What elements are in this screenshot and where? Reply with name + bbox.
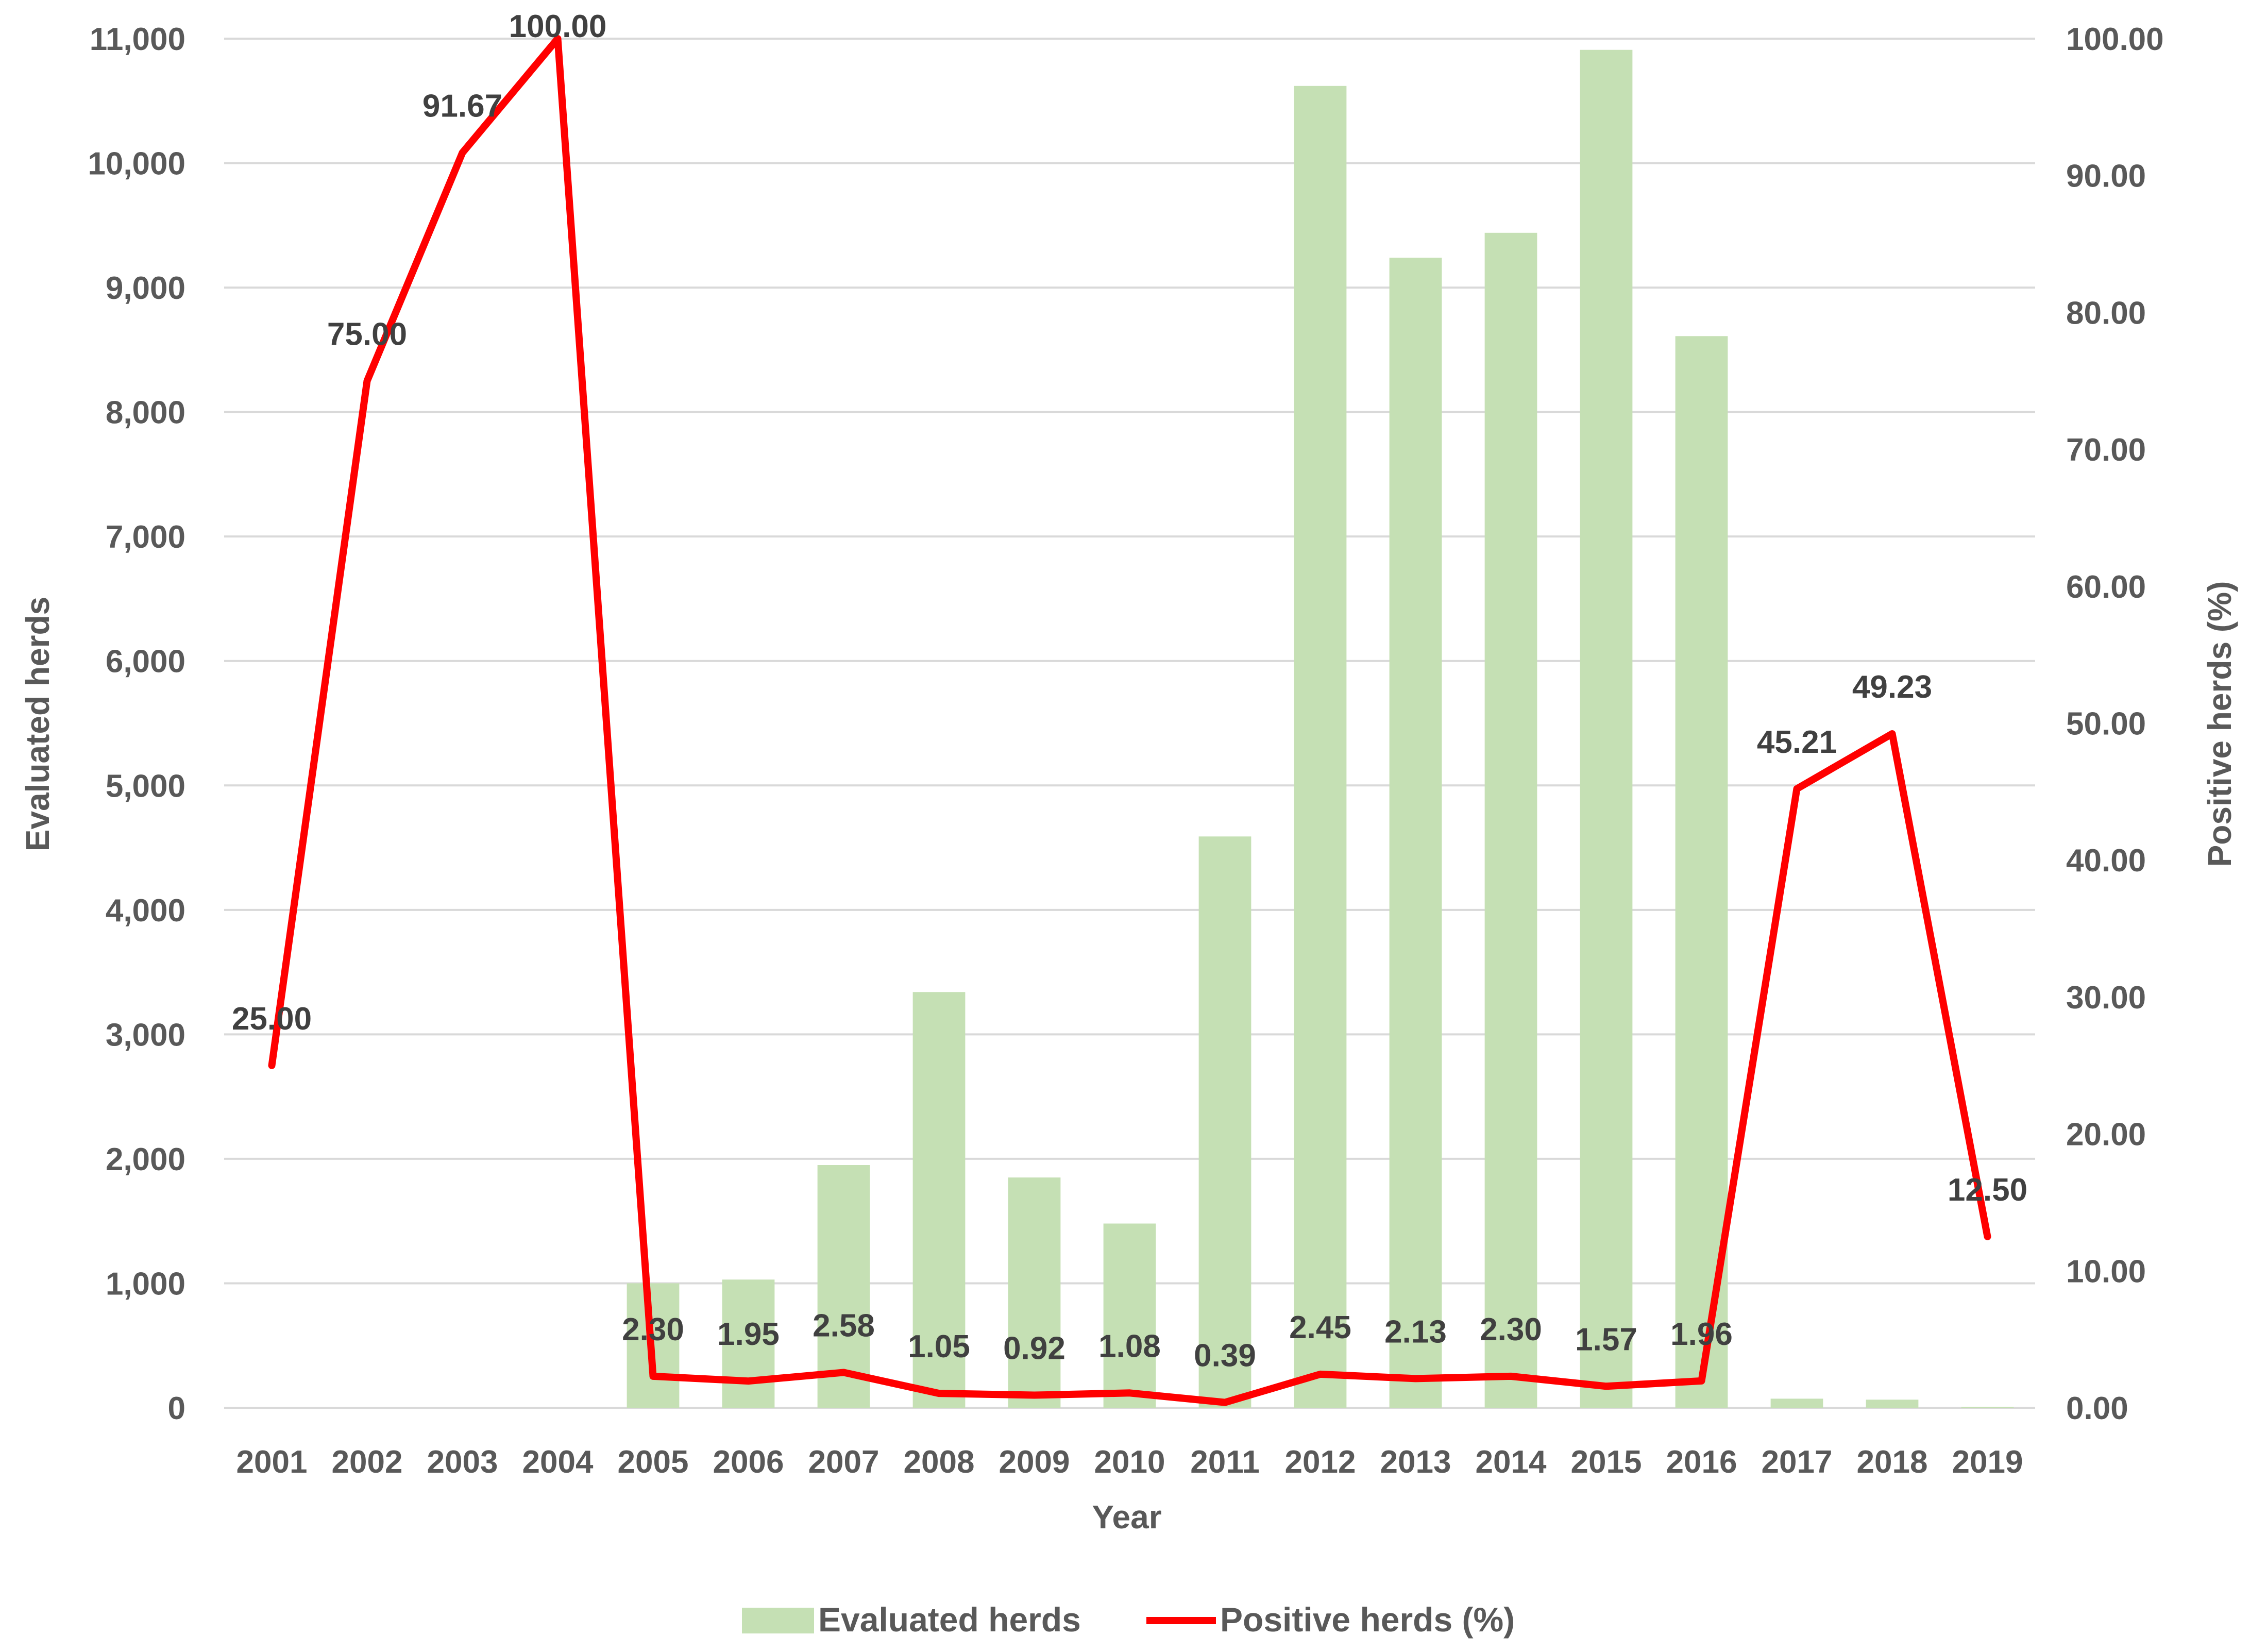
data-labels: 25.00 75.00 91.67 100.00 2.30 1.95 2.58 1.05 0.9…	[232, 9, 2027, 1374]
bar	[1198, 836, 1251, 1408]
data-label: 2.58	[813, 1308, 875, 1343]
x-tick-label: 2015	[1571, 1444, 1642, 1480]
y-left-tick-label: 2,000	[106, 1142, 185, 1177]
series-line	[268, 35, 1991, 1406]
y-right-tick-label: 100.00	[2066, 22, 2164, 57]
y-right-tick-label: 70.00	[2066, 432, 2146, 468]
y-right-tick-label: 50.00	[2066, 706, 2146, 742]
x-tick-label: 2018	[1857, 1444, 1928, 1480]
y-right-tick-label: 0.00	[2066, 1391, 2128, 1426]
y-left-tick-label: 8,000	[106, 395, 185, 431]
x-tick-label: 2013	[1380, 1444, 1451, 1480]
bar	[1580, 49, 1633, 1408]
bar	[1389, 258, 1442, 1408]
legend: Evaluated herds Positive herds (%)	[742, 1600, 1515, 1639]
data-label: 45.21	[1757, 724, 1837, 760]
bar-series-evaluated-herds	[627, 49, 2014, 1408]
x-tick-label: 2001	[236, 1444, 308, 1480]
y-right-tick-label: 20.00	[2066, 1117, 2146, 1153]
legend-label-positive-herds: Positive herds (%)	[1220, 1600, 1515, 1639]
x-tick-label: 2004	[522, 1444, 594, 1480]
data-label: 91.67	[422, 88, 502, 124]
x-tick-label: 2017	[1762, 1444, 1833, 1480]
x-tick-label: 2011	[1190, 1444, 1260, 1480]
data-label: 49.23	[1852, 669, 1932, 705]
x-tick-label: 2014	[1476, 1444, 1547, 1480]
x-tick-label: 2005	[618, 1444, 689, 1480]
y-left-tick-label: 3,000	[106, 1017, 185, 1053]
data-label: 0.39	[1194, 1338, 1256, 1374]
y-left-tick-label: 6,000	[106, 644, 185, 680]
x-tick-label: 2007	[808, 1444, 879, 1480]
y-left-tick-label: 5,000	[106, 768, 185, 804]
bar	[817, 1165, 870, 1408]
data-label: 2.13	[1384, 1314, 1447, 1350]
x-axis: 2001 2002 2003 2004 2005 2006 2007 2008 2009 2010…	[236, 1444, 2023, 1480]
bar	[1770, 1398, 1823, 1408]
data-label: 1.96	[1670, 1317, 1733, 1352]
bar	[1866, 1400, 1919, 1408]
legend-label-evaluated-herds: Evaluated herds	[818, 1600, 1081, 1639]
y-right-tick-label: 30.00	[2066, 980, 2146, 1016]
right-axis: 0.00 10.00 20.00 30.00 40.00 50.00 60.00 70.00 8…	[2066, 22, 2164, 1426]
bar	[912, 992, 966, 1408]
data-label: 1.08	[1098, 1328, 1161, 1364]
data-label: 1.05	[908, 1329, 970, 1364]
y-left-tick-label: 7,000	[106, 519, 185, 555]
data-label: 0.92	[1003, 1331, 1065, 1367]
right-axis-title: Positive herds (%)	[2201, 581, 2238, 867]
y-left-tick-label: 10,000	[88, 146, 185, 182]
x-tick-label: 2009	[999, 1444, 1070, 1480]
x-tick-label: 2010	[1094, 1444, 1165, 1480]
x-tick-label: 2003	[427, 1444, 498, 1480]
y-left-tick-label: 4,000	[106, 893, 185, 929]
y-right-tick-label: 80.00	[2066, 295, 2146, 331]
y-right-tick-label: 40.00	[2066, 843, 2146, 879]
y-left-tick-label: 11,000	[90, 22, 185, 57]
y-left-tick-label: 9,000	[106, 271, 185, 306]
bar	[1008, 1177, 1061, 1408]
y-right-tick-label: 60.00	[2066, 569, 2146, 605]
bar	[1961, 1407, 2014, 1408]
x-tick-label: 2016	[1666, 1444, 1737, 1480]
left-axis: 0 1,000 2,000 3,000 4,000 5,000 6,000 7,000 8,00…	[88, 22, 185, 1426]
x-tick-label: 2012	[1285, 1444, 1356, 1480]
bar	[1675, 336, 1728, 1408]
y-left-tick-label: 0	[168, 1391, 185, 1426]
x-tick-label: 2006	[713, 1444, 784, 1480]
x-axis-title: Year	[1092, 1498, 1161, 1536]
data-label: 12.50	[1948, 1172, 2027, 1208]
line-series-positive-herds	[268, 35, 1991, 1406]
bar	[1484, 232, 1537, 1408]
x-tick-label: 2019	[1952, 1444, 2023, 1480]
x-tick-label: 2002	[332, 1444, 403, 1480]
bar	[722, 1279, 775, 1408]
data-label: 2.30	[1480, 1312, 1542, 1347]
data-label: 1.95	[717, 1317, 780, 1352]
data-label: 100.00	[509, 9, 607, 44]
y-right-tick-label: 10.00	[2066, 1254, 2146, 1289]
y-right-tick-label: 90.00	[2066, 159, 2146, 194]
data-label: 2.45	[1289, 1310, 1351, 1345]
left-axis-title: Evaluated herds	[19, 597, 56, 851]
data-label: 75.00	[327, 316, 407, 352]
data-label: 25.00	[232, 1001, 312, 1037]
bar	[1103, 1223, 1156, 1408]
bar	[1294, 86, 1347, 1408]
x-tick-label: 2008	[904, 1444, 975, 1480]
legend-swatch-evaluated-herds	[742, 1608, 814, 1633]
data-label: 2.30	[622, 1312, 684, 1347]
gridlines	[224, 38, 2035, 1409]
data-label: 1.57	[1575, 1322, 1637, 1357]
y-left-tick-label: 1,000	[106, 1266, 185, 1302]
